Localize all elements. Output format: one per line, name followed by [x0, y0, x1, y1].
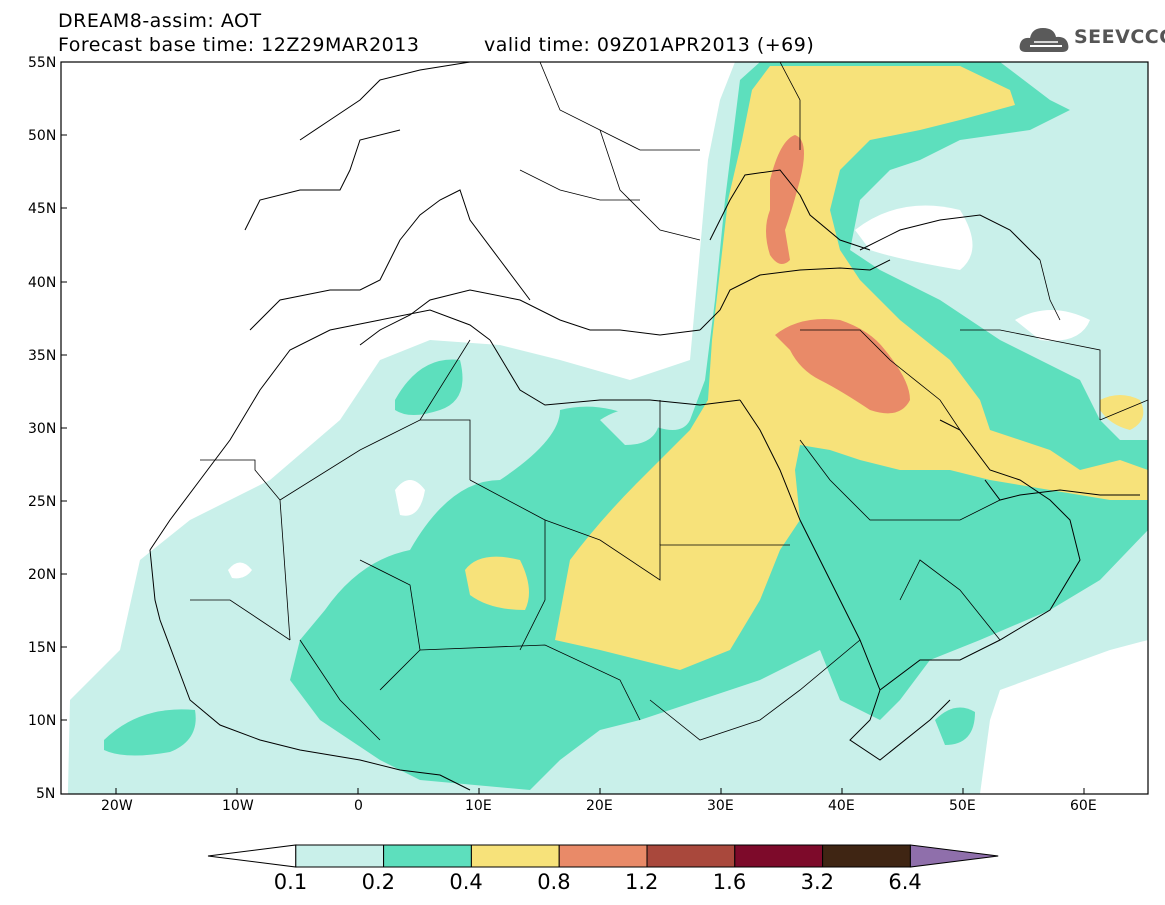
colorbar-label: 0.1 — [273, 870, 308, 894]
colorbar-segment — [383, 844, 472, 868]
logo-text: SEEVCCC — [1074, 26, 1165, 48]
colorbar-segment — [734, 844, 824, 868]
colorbar-segment — [646, 844, 736, 868]
lat-label: 5N — [36, 786, 56, 802]
lon-label: 30E — [707, 798, 734, 814]
colorbar-segment — [909, 844, 999, 868]
colorbar-segment — [558, 844, 648, 868]
lon-label: 10E — [465, 798, 492, 814]
lat-label: 15N — [28, 640, 57, 656]
colorbar-label: 0.4 — [449, 870, 483, 894]
cloud-icon — [1019, 28, 1069, 52]
lat-label: 20N — [28, 567, 57, 583]
lon-label: 20W — [101, 798, 133, 814]
lon-label: 10W — [222, 798, 254, 814]
colorbar-label: 0.8 — [537, 870, 571, 894]
lon-label: 60E — [1070, 798, 1097, 814]
colorbar-segment — [822, 844, 911, 868]
map-title: DREAM8-assim: AOT — [58, 10, 262, 32]
forecast-base-time: Forecast base time: 12Z29MAR2013 — [58, 34, 420, 56]
lat-label: 55N — [28, 55, 57, 71]
lat-label: 10N — [28, 713, 57, 729]
lat-label: 30N — [28, 421, 57, 437]
colorbar-segment — [295, 844, 385, 868]
lon-label: 20E — [586, 798, 613, 814]
seevccc-logo: SEEVCCC — [1018, 22, 1165, 58]
lat-label: 35N — [28, 348, 57, 364]
valid-time: valid time: 09Z01APR2013 (+69) — [484, 34, 815, 56]
lat-label: 45N — [28, 201, 57, 217]
lat-label: 25N — [28, 494, 57, 510]
coastlines — [149, 62, 1140, 791]
country-borders — [190, 62, 1148, 741]
colorbar-label: 3.2 — [800, 870, 834, 894]
lon-label: 0 — [354, 798, 363, 814]
colorbar-segment — [470, 844, 560, 868]
colorbar-label: 1.2 — [625, 870, 659, 894]
colorbar-segment — [207, 844, 297, 868]
lon-label: 40E — [828, 798, 855, 814]
colorbar-label: 0.2 — [361, 870, 395, 894]
axis-ticks — [61, 61, 1085, 794]
aot-band-0.8 — [766, 135, 804, 264]
lon-label: 50E — [949, 798, 976, 814]
colorbar-label: 1.6 — [712, 870, 747, 894]
lat-label: 50N — [28, 128, 57, 144]
aot-contours — [68, 62, 1148, 794]
colorbar — [207, 844, 999, 868]
lat-label: 40N — [28, 275, 57, 291]
colorbar-label: 6.4 — [888, 870, 922, 894]
